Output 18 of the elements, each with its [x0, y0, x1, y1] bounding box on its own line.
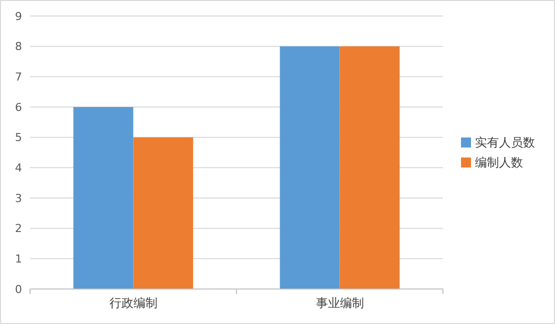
- legend-label: 实有人员数: [475, 136, 535, 150]
- bar: [133, 137, 194, 289]
- y-tick-label: 9: [15, 10, 22, 23]
- y-tick-label: 3: [15, 192, 22, 205]
- y-tick-label: 0: [15, 282, 22, 296]
- x-tick-label: 行政编制: [109, 296, 158, 310]
- y-tick-label: 6: [15, 100, 22, 114]
- y-tick-label: 2: [15, 222, 22, 236]
- y-tick-label: 4: [15, 162, 22, 175]
- bar: [73, 107, 134, 289]
- bar: [280, 46, 340, 289]
- x-tick-label: 事业编制: [316, 296, 364, 310]
- y-tick-label: 8: [15, 40, 22, 54]
- y-tick-label: 5: [15, 131, 22, 144]
- bar: [340, 46, 400, 289]
- legend-label: 编制人数: [475, 156, 523, 170]
- y-tick-label: 1: [15, 252, 22, 266]
- y-tick-label: 7: [15, 70, 22, 84]
